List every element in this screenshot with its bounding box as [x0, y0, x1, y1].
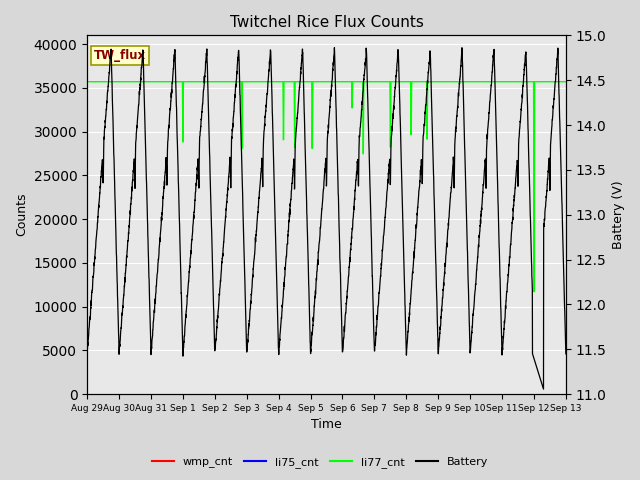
Text: TW_flux: TW_flux [94, 48, 147, 61]
Title: Twitchel Rice Flux Counts: Twitchel Rice Flux Counts [230, 15, 424, 30]
Y-axis label: Battery (V): Battery (V) [612, 180, 625, 249]
Y-axis label: Counts: Counts [15, 193, 28, 237]
Legend: wmp_cnt, li75_cnt, li77_cnt, Battery: wmp_cnt, li75_cnt, li77_cnt, Battery [147, 452, 493, 472]
X-axis label: Time: Time [311, 419, 342, 432]
